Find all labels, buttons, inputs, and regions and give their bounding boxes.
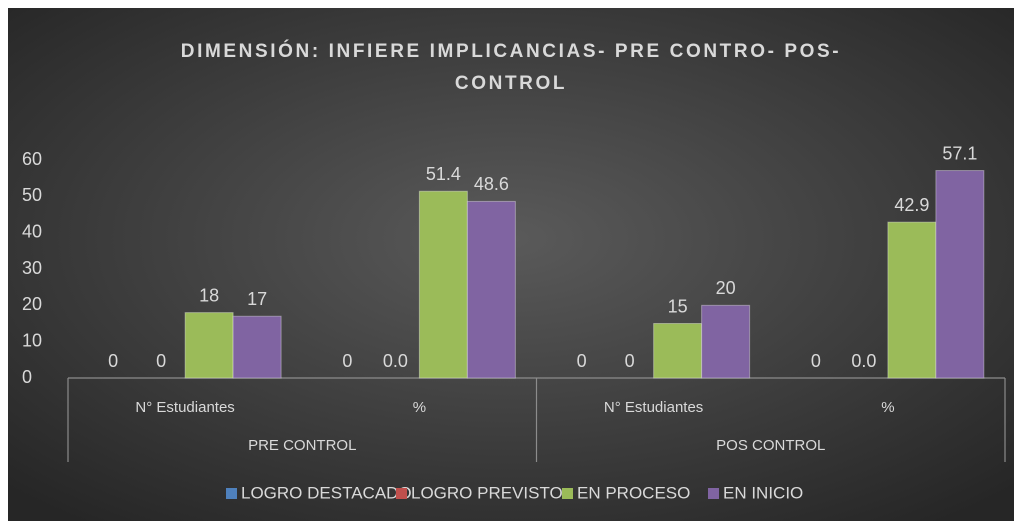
- data-label: 0: [342, 351, 352, 371]
- x-tick-label: N° Estudiantes: [604, 399, 703, 416]
- legend-swatch: [708, 488, 719, 499]
- bar: [418, 190, 468, 379]
- y-tick-label: 10: [22, 330, 42, 350]
- data-label: 20: [716, 278, 736, 298]
- y-tick-label: 30: [22, 258, 42, 278]
- bar: [701, 304, 751, 379]
- data-label: 57.1: [942, 143, 977, 163]
- data-label: 0: [108, 351, 118, 371]
- bar: [466, 200, 516, 379]
- x-tick-label: %: [413, 399, 426, 416]
- data-label: 0: [577, 351, 587, 371]
- bar: [184, 312, 234, 379]
- legend-swatch: [562, 488, 573, 499]
- group-label: PRE CONTROL: [248, 437, 356, 454]
- data-label: 42.9: [894, 195, 929, 215]
- data-label: 0: [811, 351, 821, 371]
- bar: [232, 315, 282, 379]
- data-label: 51.4: [426, 164, 461, 184]
- data-label: 0: [625, 351, 635, 371]
- data-label: 17: [247, 289, 267, 309]
- data-label: 0.0: [851, 351, 876, 371]
- data-label: 18: [199, 285, 219, 305]
- legend-label: EN PROCESO: [577, 483, 690, 502]
- data-label: 0.0: [383, 351, 408, 371]
- legend-label: LOGRO DESTACADO: [241, 483, 412, 502]
- x-tick-label: N° Estudiantes: [135, 399, 234, 416]
- y-tick-label: 60: [22, 149, 42, 169]
- data-label: 15: [668, 296, 688, 316]
- legend-swatch: [226, 488, 237, 499]
- chart-title: DIMENSIÓN: INFIERE IMPLICANCIAS- PRE CON…: [180, 41, 842, 94]
- data-label: 0: [156, 351, 166, 371]
- y-tick-label: 20: [22, 294, 42, 314]
- y-tick-label: 50: [22, 185, 42, 205]
- data-label: 48.6: [474, 174, 509, 194]
- legend-label: EN INICIO: [723, 483, 803, 502]
- legend-label: LOGRO PREVISTO: [411, 483, 563, 502]
- legend-swatch: [396, 488, 407, 499]
- y-tick-label: 0: [22, 367, 32, 387]
- y-tick-label: 40: [22, 221, 42, 241]
- bar: [935, 170, 985, 379]
- group-label: POS CONTROL: [716, 437, 825, 454]
- bar: [887, 221, 937, 379]
- bar: [653, 323, 703, 379]
- x-tick-label: %: [881, 399, 894, 416]
